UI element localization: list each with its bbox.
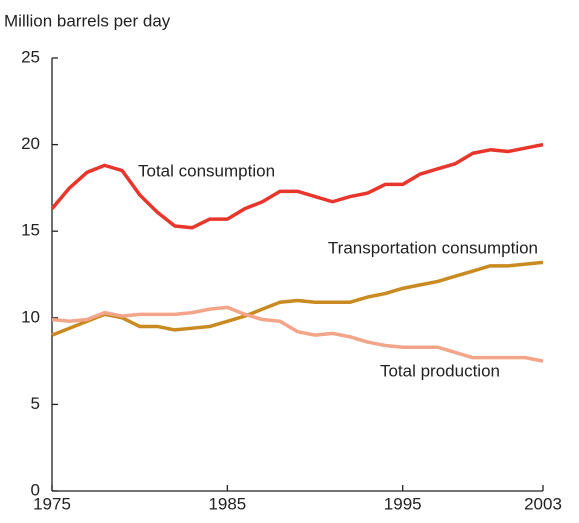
series-label: Total production <box>380 361 500 380</box>
series-label: Transportation consumption <box>328 238 538 257</box>
x-tick-label: 1975 <box>33 494 71 513</box>
y-tick-label: 15 <box>21 221 40 240</box>
series-line <box>51 305 544 363</box>
x-tick-label: 2003 <box>524 494 562 513</box>
y-tick-label: 5 <box>31 394 40 413</box>
y-tick-label: 10 <box>21 307 40 326</box>
series-line <box>51 260 544 337</box>
x-tick-label: 1985 <box>208 494 246 513</box>
y-tick-label: 0 <box>31 480 40 499</box>
y-axis-label: Million barrels per day <box>4 11 171 30</box>
y-tick-label: 25 <box>21 47 40 66</box>
series-line <box>50 142 544 230</box>
y-tick-label: 20 <box>21 134 40 153</box>
x-tick-label: 1995 <box>384 494 422 513</box>
series-label: Total consumption <box>138 161 275 180</box>
